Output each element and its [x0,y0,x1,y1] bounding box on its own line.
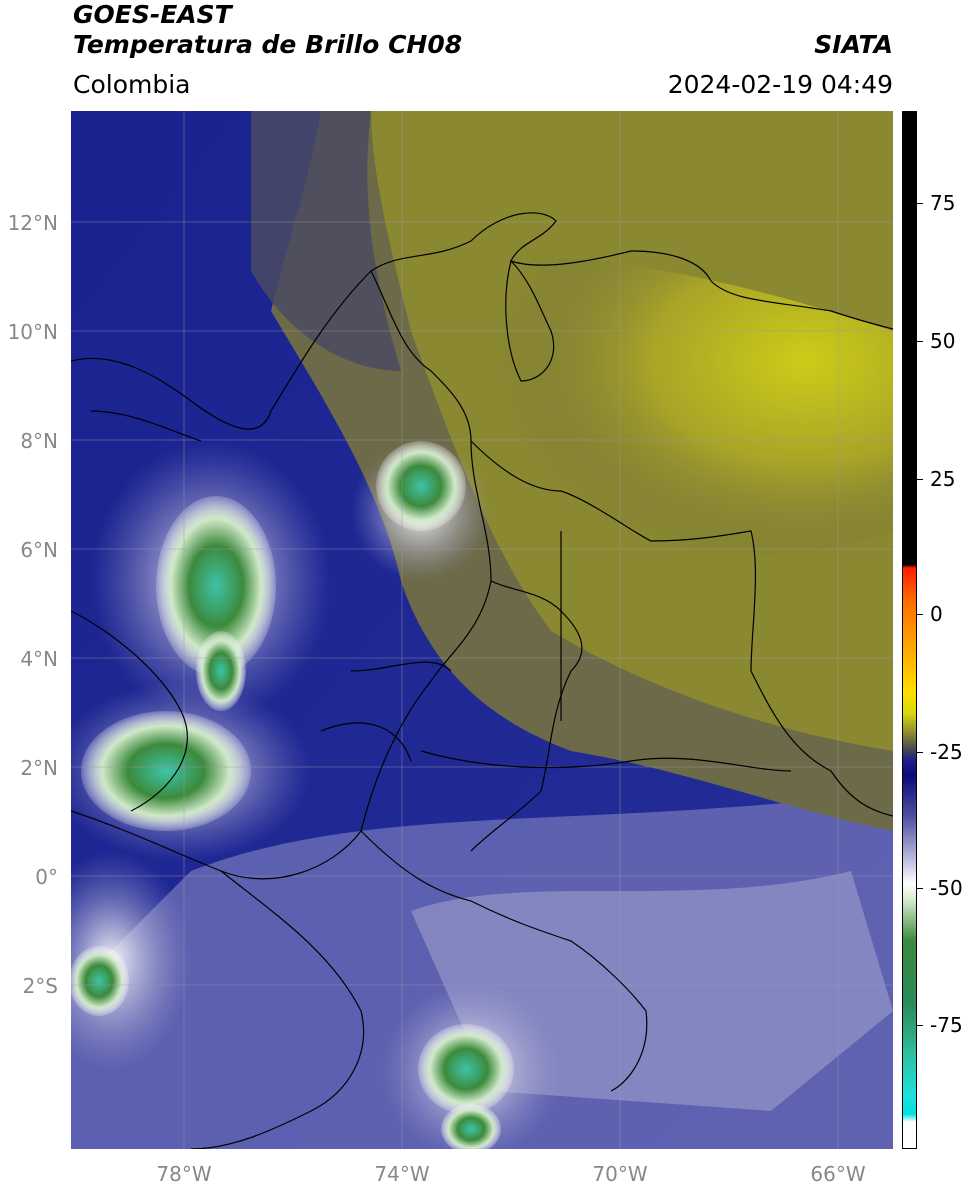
lon-label-70w: 70°W [592,1162,648,1186]
colorbar-tick-mark [917,888,923,889]
lat-label-12n: 12°N [7,211,58,235]
lat-label-4n: 4°N [20,647,58,671]
storm-cell-7 [71,946,129,1016]
colorbar-tick-neg25: -25 [930,740,963,764]
storm-cell-4 [376,441,466,531]
colorbar-tick-mark [917,341,923,342]
storm-cell-6 [441,1104,501,1149]
political-borders [71,212,893,1149]
colorbar-tick-mark [917,1025,923,1026]
storm-cell-1 [156,496,276,676]
colorbar-tick-mark [917,614,923,615]
timestamp-label: 2024-02-19 04:49 [667,70,893,99]
brand-label: SIATA [814,30,893,59]
storm-cell-2 [196,631,246,711]
colorbar-tick-mark [917,752,923,753]
storm-cell-3 [81,711,251,831]
colorbar-tick-mark [917,479,923,480]
lat-label-10n: 10°N [7,320,58,344]
lat-label-8n: 8°N [20,429,58,453]
colorbar-tick-75: 75 [930,191,956,215]
dry-region-gray-band [251,111,401,371]
colorbar-tick-0: 0 [930,602,943,626]
lavender-region [71,791,893,1149]
colorbar-tick-neg75: -75 [930,1013,963,1037]
lon-label-66w: 66°W [810,1162,866,1186]
lat-label-6n: 6°N [20,538,58,562]
lat-label-2s: 2°S [22,974,58,998]
lon-label-74w: 74°W [374,1162,430,1186]
satellite-title: GOES-EAST [73,0,232,29]
storm-cell-5 [418,1024,514,1114]
colorbar-tick-neg50: -50 [930,876,963,900]
colorbar-tick-mark [917,203,923,204]
lat-label-2n: 2°N [20,756,58,780]
product-title: Temperatura de Brillo CH08 [73,30,463,59]
region-label: Colombia [73,70,191,99]
colorbar-tick-50: 50 [930,329,956,353]
colorbar-tick-25: 25 [930,467,956,491]
graticule [71,111,893,1149]
lon-label-78w: 78°W [156,1162,212,1186]
colorbar [902,111,917,1149]
lat-label-0: 0° [35,865,58,889]
white-halo-3 [71,851,191,1071]
satellite-map[interactable] [71,111,893,1149]
